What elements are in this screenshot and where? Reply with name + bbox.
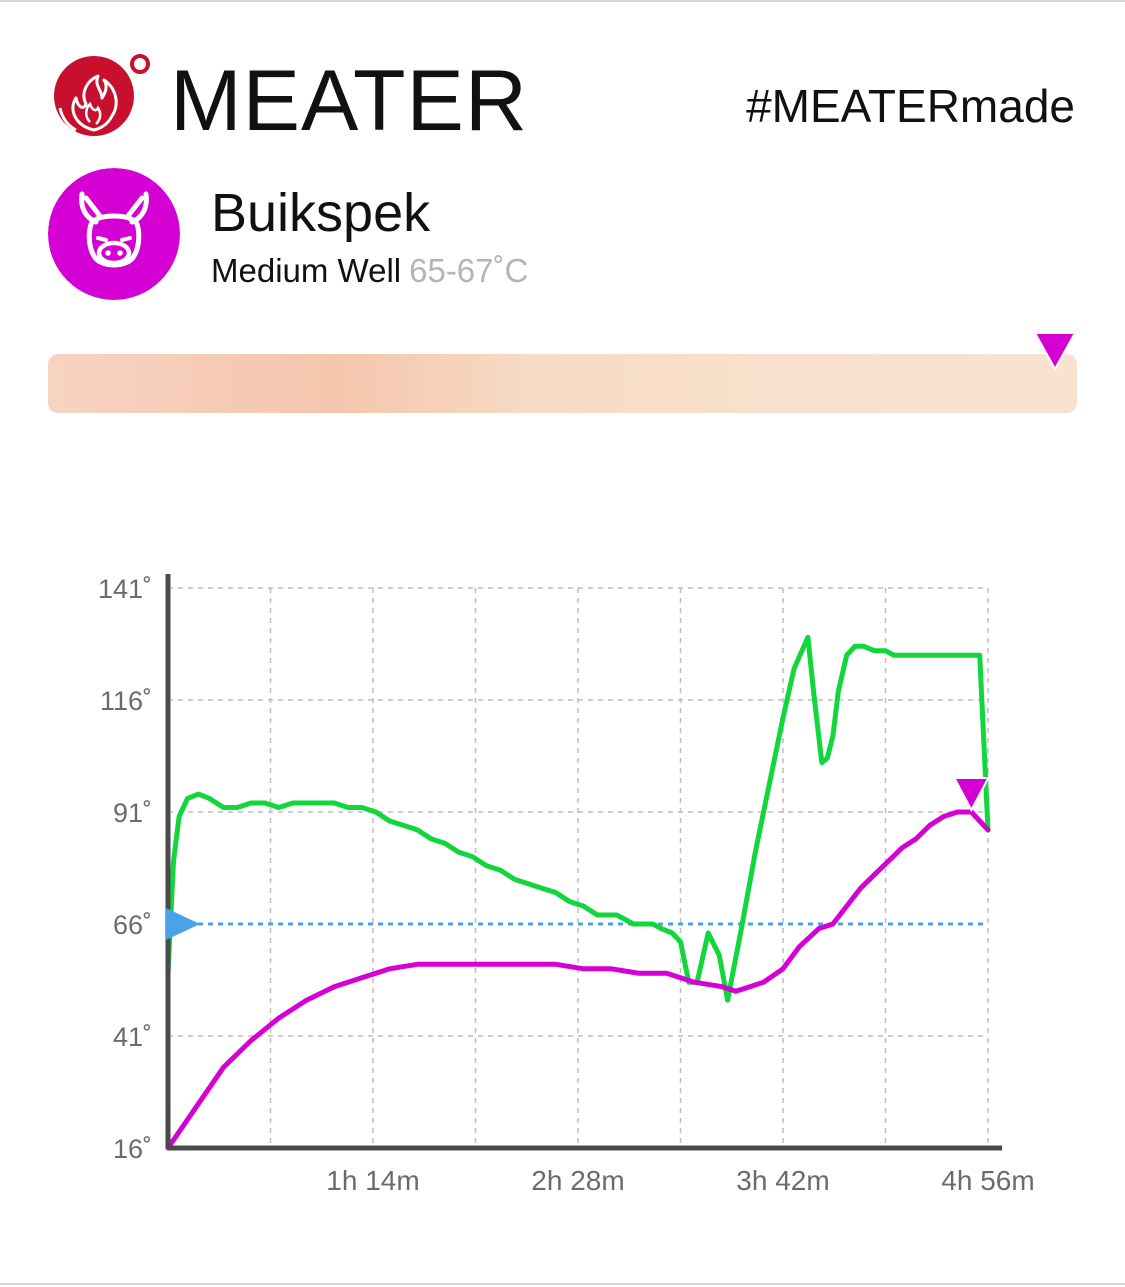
y-tick-label: 66˚ (113, 910, 152, 940)
doneness-label: Medium Well 65-67˚C (211, 254, 528, 287)
y-tick-label: 41˚ (113, 1022, 152, 1052)
target-marker-icon (166, 908, 200, 940)
target-range: 65-67˚C (409, 252, 529, 289)
meat-name: Buikspek (211, 183, 431, 243)
hashtag-label: #MEATERmade (746, 80, 1075, 132)
x-tick-label: 3h 42m (736, 1165, 829, 1196)
doneness-text: Medium Well (211, 252, 402, 289)
brand-name: MEATER (170, 53, 528, 149)
x-tick-label: 1h 14m (326, 1165, 419, 1196)
y-tick-label: 141˚ (98, 574, 152, 604)
progress-marker-icon (1033, 332, 1077, 371)
y-tick-label: 116˚ (100, 686, 152, 716)
y-tick-label: 91˚ (113, 798, 152, 828)
x-tick-label: 2h 28m (531, 1165, 624, 1196)
cook-progress-bar (48, 354, 1077, 413)
bottom-border (0, 1283, 1125, 1285)
current-temp-marker-icon (952, 777, 991, 813)
temperature-chart: 141˚ 116˚ 91˚ 66˚ 41˚ 16˚ 1h 14m 2h 28m 3h 42m 4h… (98, 574, 1035, 1196)
ambient-temp-line (165, 634, 991, 1003)
y-tick-label: 16˚ (113, 1134, 152, 1164)
top-border (0, 0, 1125, 2)
pig-icon (48, 168, 180, 300)
meater-logo-icon (54, 53, 151, 136)
x-tick-label: 4h 56m (941, 1165, 1034, 1196)
internal-temp-line (165, 809, 991, 1151)
